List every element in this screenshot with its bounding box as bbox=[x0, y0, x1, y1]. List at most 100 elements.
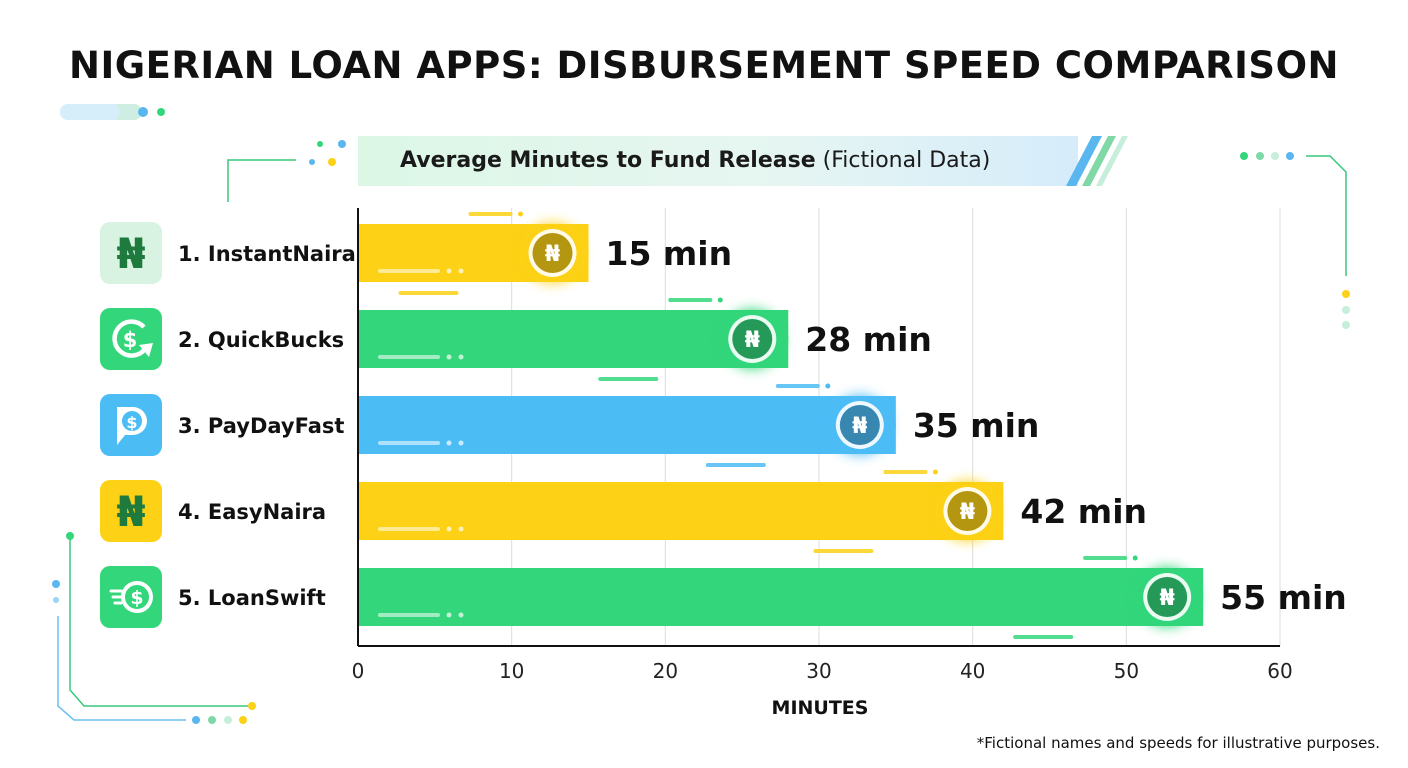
subtitle-rest: (Fictional Data) bbox=[822, 148, 991, 173]
category-label: 3. PayDayFast bbox=[178, 414, 344, 438]
value-label: 35 min bbox=[913, 406, 1040, 445]
x-axis-label: MINUTES bbox=[772, 697, 869, 719]
coin-ring bbox=[1143, 573, 1192, 621]
category-label: 1. InstantNaira bbox=[178, 242, 356, 266]
footnote: *Fictional names and speeds for illustra… bbox=[976, 734, 1380, 752]
coin-ring bbox=[835, 401, 884, 449]
bar bbox=[358, 310, 789, 368]
coin-ring bbox=[728, 315, 777, 363]
bar-end bbox=[1173, 568, 1204, 626]
naira-coin-icon: ₦ bbox=[852, 414, 867, 439]
bar-streak-dot bbox=[458, 268, 464, 274]
x-tick-label: 60 bbox=[1267, 659, 1292, 683]
naira-coin-icon: ₦ bbox=[1160, 586, 1175, 611]
category-3: $3. PayDayFast bbox=[100, 394, 344, 456]
gridlines bbox=[511, 208, 1281, 646]
bar-streak-dot bbox=[446, 526, 452, 532]
x-tick-label: 40 bbox=[960, 659, 985, 683]
coin-ring bbox=[528, 229, 577, 277]
bar-streak bbox=[883, 470, 928, 474]
bar-streak-dot bbox=[717, 297, 723, 303]
bar-streak bbox=[468, 212, 513, 216]
x-tick-label: 0 bbox=[352, 659, 365, 683]
bar bbox=[358, 396, 896, 454]
category-label: 5. LoanSwift bbox=[178, 586, 326, 610]
naira-coin-icon: ₦ bbox=[545, 242, 560, 267]
bar-streak bbox=[598, 377, 659, 381]
bar-2: ₦ 28 min bbox=[358, 297, 932, 381]
value-label: 15 min bbox=[606, 234, 733, 273]
coin bbox=[1147, 577, 1188, 617]
coin bbox=[947, 491, 988, 531]
x-tick-label: 10 bbox=[499, 659, 524, 683]
bar bbox=[358, 482, 1004, 540]
bar bbox=[358, 224, 589, 282]
fast-dollar-icon: $ bbox=[109, 581, 153, 613]
bars: ₦ 15 min ₦ 28 min ₦ 35 min ₦ 42 min ₦ 55 min bbox=[358, 211, 1347, 639]
x-tick-label: 20 bbox=[653, 659, 678, 683]
bar-streak-dot bbox=[458, 612, 464, 618]
bar-streak bbox=[775, 384, 820, 388]
subtitle-banner bbox=[358, 136, 1078, 186]
decorative-lines bbox=[57, 155, 1347, 721]
svg-text:$: $ bbox=[126, 413, 137, 432]
bar-streak-dot bbox=[458, 526, 464, 532]
coin bbox=[839, 405, 880, 445]
bar-streak bbox=[813, 549, 874, 553]
bar-streak bbox=[378, 527, 440, 531]
chart-title: NIGERIAN LOAN APPS: DISBURSEMENT SPEED C… bbox=[69, 44, 1339, 87]
category-icon-tile bbox=[100, 222, 162, 284]
svg-text:$: $ bbox=[130, 587, 143, 609]
category-2: $2. QuickBucks bbox=[100, 308, 344, 370]
value-label: 42 min bbox=[1020, 492, 1147, 531]
bar-streak bbox=[378, 269, 440, 273]
bar-3: ₦ 35 min bbox=[358, 383, 1040, 467]
bar-streak bbox=[1013, 635, 1074, 639]
chart-subtitle: Average Minutes to Fund Release (Fiction… bbox=[400, 147, 990, 175]
bar-streak bbox=[378, 441, 440, 445]
coin-glow bbox=[522, 223, 583, 283]
naira-coin-icon: ₦ bbox=[745, 328, 760, 353]
category-labels: ₦ 1. InstantNaira$ 2. QuickBucks$ 3. PayDay… bbox=[100, 222, 356, 628]
naira-icon: ₦ bbox=[116, 229, 145, 278]
bar-streak bbox=[668, 298, 713, 302]
category-icon-tile bbox=[100, 394, 162, 456]
bar-streak bbox=[378, 613, 440, 617]
bar-streak-dot bbox=[458, 440, 464, 446]
p-dollar-icon: $ bbox=[117, 407, 147, 445]
coin-glow bbox=[722, 309, 783, 369]
coin bbox=[532, 233, 573, 273]
refresh-dollar-icon: $ bbox=[112, 319, 153, 358]
bar-streak-dot bbox=[825, 383, 831, 389]
category-label: 4. EasyNaira bbox=[178, 500, 326, 524]
bar-streak-dot bbox=[446, 440, 452, 446]
bar-streak-dot bbox=[446, 268, 452, 274]
category-1: ₦ 1. InstantNaira bbox=[100, 222, 356, 284]
bar-streak-dot bbox=[932, 469, 938, 475]
coin-glow bbox=[1137, 567, 1198, 627]
bar-streak bbox=[705, 463, 766, 467]
bar-streak bbox=[398, 291, 459, 295]
x-tick-label: 50 bbox=[1114, 659, 1139, 683]
bar-end bbox=[865, 396, 896, 454]
bar-streak-dot bbox=[446, 354, 452, 360]
category-icon-tile bbox=[100, 308, 162, 370]
bar-4: ₦ 42 min bbox=[358, 469, 1147, 553]
category-icon-tile bbox=[100, 566, 162, 628]
x-axis: 0 10 20 30 40 50 60 MINUTES bbox=[352, 208, 1293, 719]
category-label: 2. QuickBucks bbox=[178, 328, 344, 352]
decorative-dots bbox=[52, 104, 1350, 724]
svg-text:$: $ bbox=[123, 328, 138, 352]
bar-streak-dot bbox=[446, 612, 452, 618]
category-icon-tile bbox=[100, 480, 162, 542]
bar-streak bbox=[1083, 556, 1128, 560]
bar-streak-dot bbox=[1132, 555, 1138, 561]
coin bbox=[732, 319, 773, 359]
naira-icon: ₦ bbox=[116, 487, 145, 536]
category-4: ₦ 4. EasyNaira bbox=[100, 480, 326, 542]
subtitle-stripes bbox=[1066, 136, 1128, 186]
bar-end bbox=[973, 482, 1004, 540]
bar-streak-dot bbox=[458, 354, 464, 360]
